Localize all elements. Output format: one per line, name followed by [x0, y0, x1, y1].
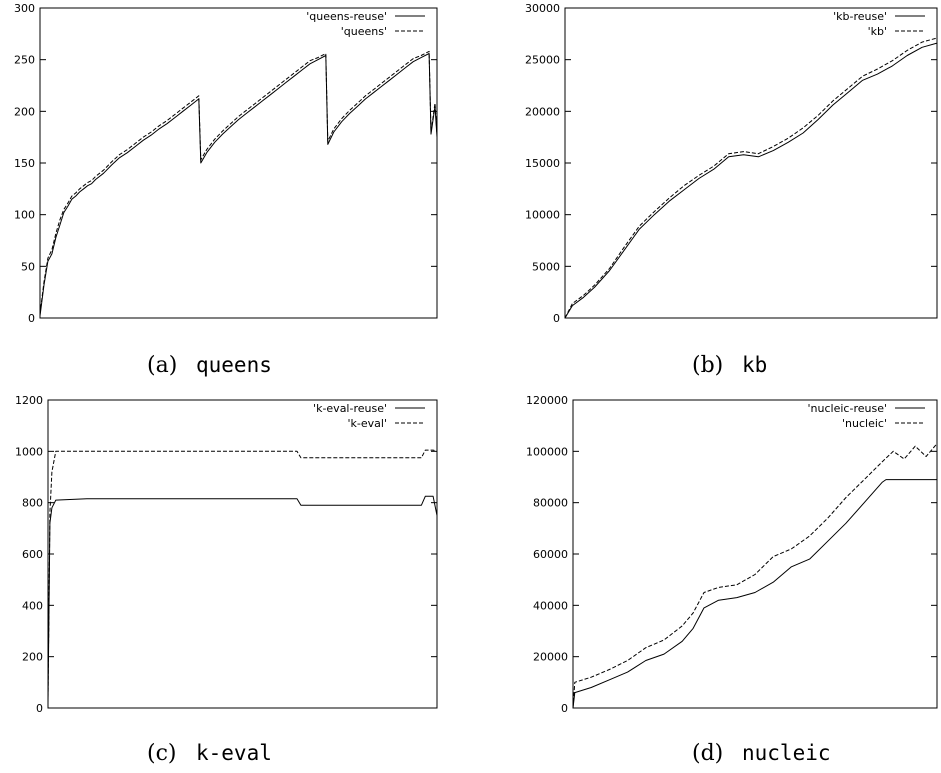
series-line-solid: [39, 53, 438, 316]
y-tick-label: 30000: [525, 2, 560, 15]
plot-frame: [39, 7, 438, 319]
y-tick-label: 300: [14, 2, 35, 15]
caption-c-letter: (c): [147, 741, 177, 766]
series-line-dashed: [572, 443, 938, 709]
y-tick-label: 120000: [526, 394, 568, 407]
caption-d-letter: (d): [692, 741, 723, 766]
plot-frame: [572, 399, 938, 709]
panel-queens: 0 50 100 150 200 250 300 'queens-reuse' 'queens': [14, 2, 438, 325]
y-tick-label: 20000: [525, 105, 560, 118]
y-tick-label: 600: [22, 548, 43, 561]
series-line-dashed: [47, 449, 438, 698]
y-tick-label: 400: [22, 599, 43, 612]
y-tick-label: 25000: [525, 54, 560, 67]
y-tick-label: 100000: [526, 445, 568, 458]
caption-a-name: queens: [196, 353, 272, 377]
y-tick-label: 50: [21, 260, 35, 273]
y-tick-label: 800: [22, 497, 43, 510]
legend-label: 'nucleic': [842, 417, 887, 430]
legend-label: 'queens': [341, 25, 387, 38]
y-tick-label: 1200: [15, 394, 43, 407]
series-line-solid: [47, 495, 438, 703]
caption-b-letter: (b): [692, 353, 723, 378]
y-tick-label: 200: [22, 651, 43, 664]
y-tick-label: 5000: [532, 260, 560, 273]
y-tick-label: 0: [553, 312, 560, 325]
series-line-dashed: [39, 50, 438, 314]
caption-c-name: k-eval: [196, 741, 272, 765]
y-tick-label: 40000: [533, 599, 568, 612]
y-tick-label: 250: [14, 54, 35, 67]
y-tick-label: 20000: [533, 651, 568, 664]
plot-frame: [47, 399, 438, 709]
plot-frame: [564, 7, 938, 319]
y-tick-label: 100: [14, 209, 35, 222]
y-tick-label: 0: [36, 702, 43, 715]
y-tick-label: 15000: [525, 157, 560, 170]
legend-label: 'k-eval': [348, 417, 387, 430]
legend-label: 'k-eval-reuse': [313, 402, 387, 415]
y-tick-label: 200: [14, 105, 35, 118]
y-tick-label: 0: [561, 702, 568, 715]
legend-label: 'queens-reuse': [306, 10, 387, 23]
caption-a-letter: (a): [147, 353, 177, 378]
y-tick-label: 0: [28, 312, 35, 325]
y-tick-label: 150: [14, 157, 35, 170]
y-tick-label: 10000: [525, 209, 560, 222]
series-line-solid: [564, 42, 938, 319]
y-tick-label: 80000: [533, 497, 568, 510]
legend-label: 'kb-reuse': [833, 10, 887, 23]
legend-label: 'nucleic-reuse': [808, 402, 887, 415]
caption-b-name: kb: [742, 353, 767, 377]
y-tick-label: 1000: [15, 445, 43, 458]
y-tick-label: 60000: [533, 548, 568, 561]
panel-kb: 0 5000 10000 15000 20000 25000 30000 'kb-reuse'…: [525, 2, 938, 325]
panel-k-eval: 0 200 400 600 800 1000 1200 'k-eval-reuse' 'k-ev…: [15, 394, 438, 715]
series-line-solid: [572, 479, 937, 709]
caption-d-name: nucleic: [742, 741, 831, 765]
series-line-dashed: [564, 37, 938, 319]
legend-label: 'kb': [868, 25, 887, 38]
panel-nucleic: 0 20000 40000 60000 80000 100000 120000 'nuclei…: [526, 394, 938, 715]
